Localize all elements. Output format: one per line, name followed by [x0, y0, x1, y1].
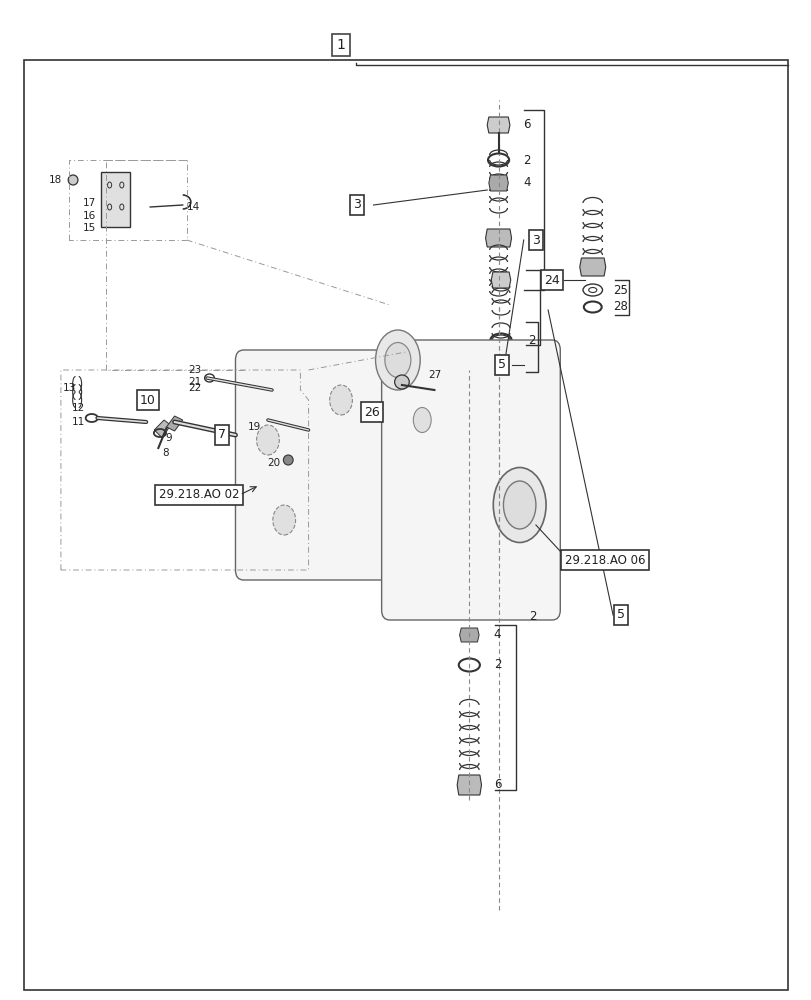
Polygon shape	[459, 628, 478, 642]
Text: 23: 23	[188, 365, 201, 375]
Text: 1: 1	[337, 38, 345, 52]
Ellipse shape	[272, 505, 295, 535]
Polygon shape	[491, 272, 510, 288]
Text: 15: 15	[83, 223, 96, 233]
Text: 13: 13	[62, 383, 75, 393]
Text: 24: 24	[543, 273, 560, 286]
Polygon shape	[154, 420, 170, 438]
Ellipse shape	[492, 468, 545, 542]
Text: 28: 28	[612, 300, 627, 314]
Text: 25: 25	[612, 284, 627, 296]
Polygon shape	[487, 117, 509, 133]
Ellipse shape	[413, 408, 431, 432]
Polygon shape	[457, 775, 481, 795]
Text: 14: 14	[187, 202, 200, 212]
FancyBboxPatch shape	[381, 340, 560, 620]
Text: 27: 27	[427, 370, 440, 380]
Polygon shape	[166, 416, 182, 431]
Polygon shape	[488, 175, 508, 191]
FancyBboxPatch shape	[235, 350, 495, 580]
Text: 12: 12	[72, 403, 85, 413]
Text: 29.218.AO 02: 29.218.AO 02	[158, 488, 239, 502]
Ellipse shape	[300, 432, 349, 497]
Text: 10: 10	[139, 393, 156, 406]
Text: 7: 7	[217, 428, 225, 442]
Text: 19: 19	[248, 422, 261, 432]
Text: 4: 4	[522, 176, 530, 190]
Text: 11: 11	[72, 417, 85, 427]
Text: 2: 2	[522, 153, 530, 166]
Text: 17: 17	[83, 198, 96, 208]
Text: 26: 26	[363, 406, 380, 418]
Text: 22: 22	[188, 383, 201, 393]
Text: 5: 5	[616, 608, 624, 621]
Text: 21: 21	[188, 377, 201, 387]
Ellipse shape	[375, 330, 420, 390]
Text: 4: 4	[493, 629, 500, 642]
Text: 8: 8	[162, 448, 169, 458]
Ellipse shape	[329, 385, 352, 415]
Text: 9: 9	[165, 433, 172, 443]
Text: 18: 18	[49, 175, 62, 185]
Ellipse shape	[384, 342, 410, 377]
Ellipse shape	[283, 455, 293, 465]
Text: 20: 20	[267, 458, 280, 468]
Text: 6: 6	[493, 778, 500, 792]
Ellipse shape	[503, 481, 535, 529]
Ellipse shape	[394, 375, 409, 389]
Ellipse shape	[68, 175, 78, 185]
Polygon shape	[579, 258, 605, 276]
Text: 3: 3	[353, 198, 361, 212]
Text: 6: 6	[522, 118, 530, 131]
Text: 2: 2	[527, 334, 534, 347]
Text: 2: 2	[529, 610, 536, 624]
Polygon shape	[485, 229, 511, 247]
Text: 3: 3	[531, 233, 539, 246]
Ellipse shape	[288, 415, 361, 515]
Bar	[101, 172, 130, 227]
Ellipse shape	[256, 425, 279, 455]
Text: 2: 2	[493, 658, 500, 672]
Text: 29.218.AO 06: 29.218.AO 06	[564, 554, 645, 566]
Text: 16: 16	[83, 211, 96, 221]
Text: 5: 5	[497, 359, 505, 371]
